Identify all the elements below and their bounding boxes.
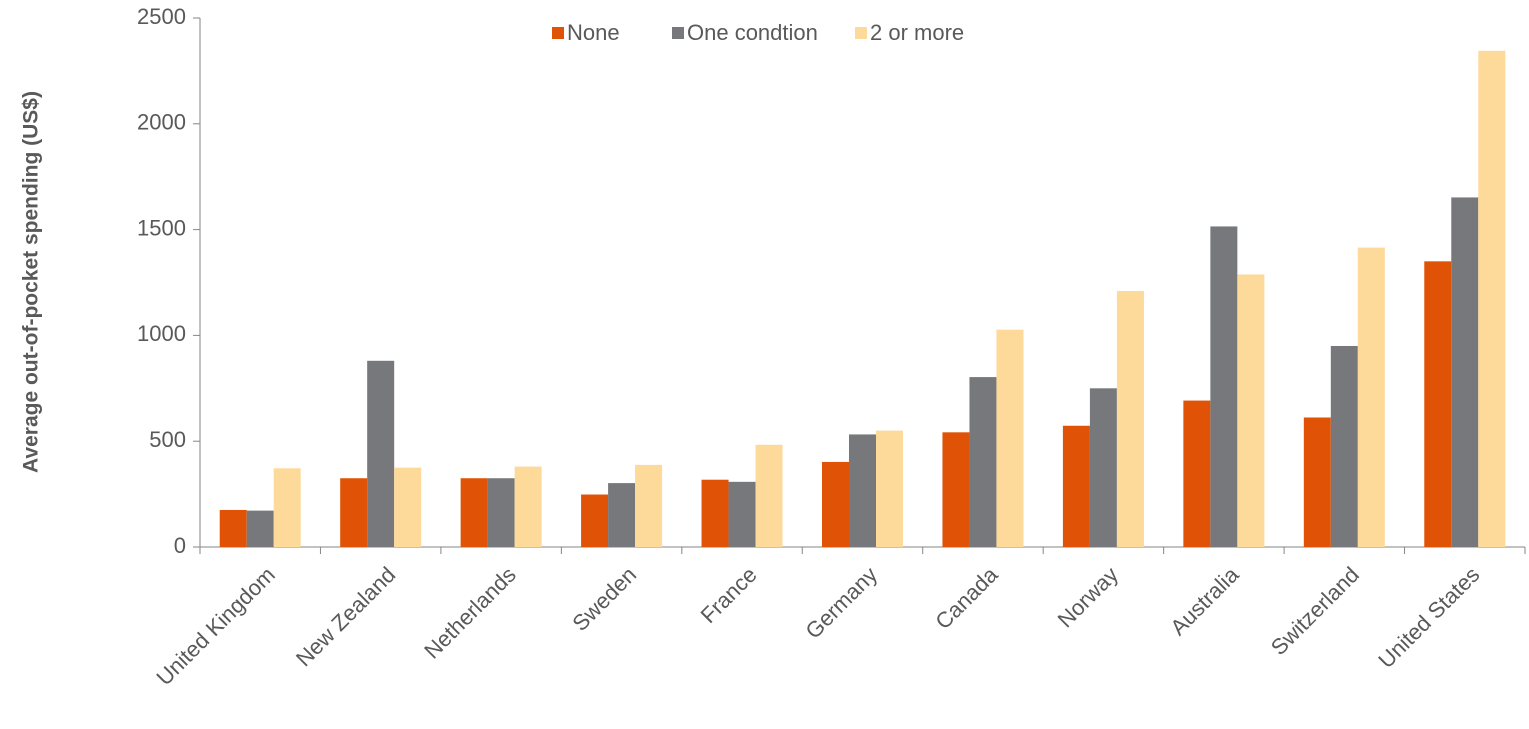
y-tick-label: 0	[174, 533, 186, 558]
x-tick-label: Switzerland	[1266, 562, 1364, 660]
y-tick-label: 2000	[137, 110, 186, 135]
legend-label: None	[567, 20, 620, 45]
y-tick-label: 1500	[137, 215, 186, 240]
x-tick-label: United States	[1373, 562, 1484, 673]
bar	[701, 479, 729, 547]
bar	[822, 461, 849, 547]
bar	[1089, 388, 1117, 547]
bar	[219, 509, 247, 547]
y-tick-label: 500	[149, 427, 186, 452]
bar	[487, 478, 515, 547]
bar	[876, 430, 903, 547]
x-tick-label: United Kingdom	[151, 562, 279, 690]
bar	[1478, 50, 1506, 547]
x-tick-label: New Zealand	[291, 562, 400, 671]
bar	[581, 494, 609, 547]
y-tick-label: 2500	[137, 4, 186, 29]
bar	[1183, 400, 1211, 547]
bar	[460, 478, 488, 547]
bar	[514, 466, 542, 547]
x-tick-label: France	[696, 562, 762, 628]
bar	[246, 510, 274, 547]
bar	[635, 464, 663, 547]
x-tick-label: Australia	[1165, 561, 1244, 640]
legend-label: 2 or more	[870, 20, 964, 45]
bar	[367, 360, 395, 547]
x-tick-label: Germany	[800, 562, 882, 644]
bar	[394, 467, 422, 547]
bar	[728, 481, 756, 547]
bar	[1424, 261, 1452, 547]
legend-label: One condtion	[687, 20, 818, 45]
bar	[942, 432, 970, 547]
bar	[969, 377, 997, 547]
y-tick-label: 1000	[137, 321, 186, 346]
bar	[1116, 290, 1144, 547]
bar	[1062, 425, 1090, 547]
bar	[1237, 274, 1265, 547]
bar	[849, 434, 876, 547]
bar	[996, 329, 1024, 547]
legend-swatch	[855, 27, 867, 39]
x-tick-label: Canada	[930, 561, 1003, 634]
bar	[755, 444, 783, 547]
bar	[1303, 417, 1331, 547]
bar	[1210, 226, 1238, 547]
x-tick-label: Netherlands	[419, 562, 521, 664]
y-axis-label: Average out-of-pocket spending (US$)	[20, 91, 43, 473]
bar	[340, 478, 368, 547]
legend-swatch	[672, 27, 684, 39]
bar	[1357, 247, 1385, 547]
x-tick-label: Norway	[1053, 562, 1123, 632]
x-tick-label: Sweden	[567, 562, 641, 636]
bar	[1451, 197, 1479, 547]
bar	[1330, 345, 1358, 547]
bar	[273, 468, 301, 547]
legend-swatch	[552, 27, 564, 39]
bar	[608, 483, 636, 547]
